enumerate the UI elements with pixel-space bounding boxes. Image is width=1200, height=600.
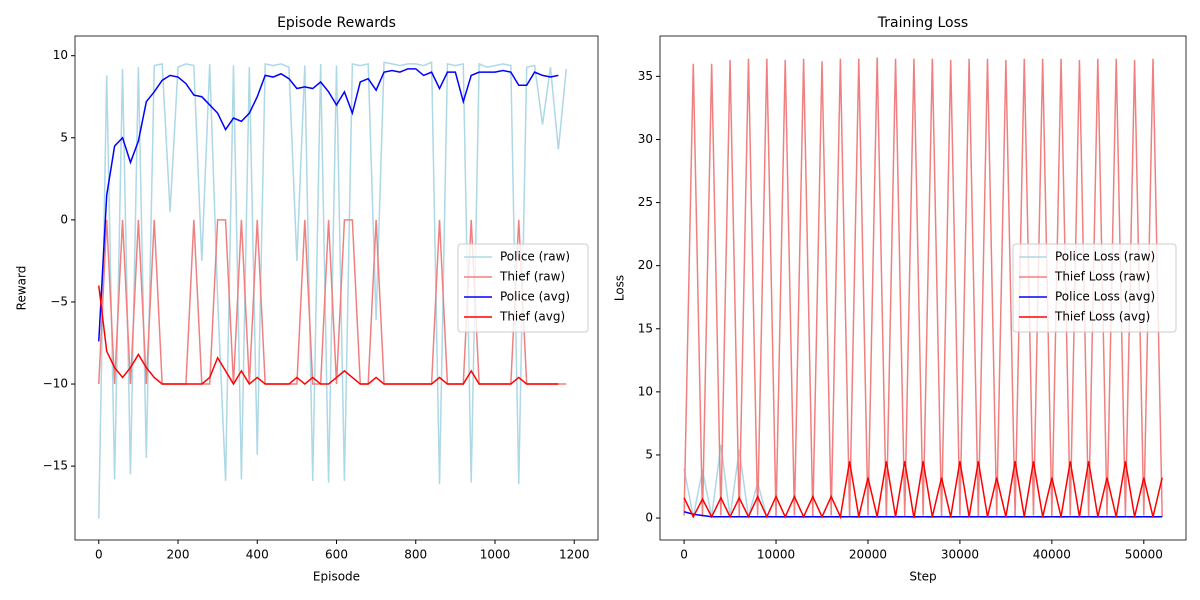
y-tick-label: 10 (638, 384, 653, 398)
legend-box (457, 243, 589, 333)
x-tick-label: 50000 (1125, 548, 1163, 562)
y-axis-label: Loss (613, 275, 627, 301)
x-tick-label: 30000 (941, 548, 979, 562)
legend-label: Police Loss (raw) (1055, 250, 1155, 264)
legend-label: Thief Loss (raw) (1054, 270, 1150, 284)
y-tick-label: 30 (638, 132, 653, 146)
legend-label: Thief Loss (avg) (1054, 310, 1150, 324)
series-line (683, 57, 1163, 517)
legend-label: Police (raw) (500, 250, 570, 264)
legend-label: Police Loss (avg) (1055, 290, 1155, 304)
legend-box (1012, 243, 1177, 333)
y-tick-label: −10 (43, 377, 68, 391)
x-tick-label: 800 (404, 548, 427, 562)
plot-frame (659, 35, 1187, 541)
legend-label: Thief (raw) (499, 270, 565, 284)
y-tick-label: 20 (638, 258, 653, 272)
series-line (683, 511, 1163, 518)
legend-label: Police (avg) (500, 290, 570, 304)
chart-title: Episode Rewards (277, 15, 396, 31)
series-line (683, 461, 1163, 520)
x-tick-label: 20000 (849, 548, 887, 562)
y-tick-label: 5 (60, 130, 68, 144)
y-tick-label: 10 (53, 48, 68, 62)
x-tick-label: 1200 (559, 548, 590, 562)
x-tick-label: 1000 (480, 548, 511, 562)
x-tick-label: 10000 (757, 548, 795, 562)
chart-title: Training Loss (877, 15, 968, 31)
x-tick-label: 400 (246, 548, 269, 562)
y-tick-label: 0 (60, 212, 68, 226)
x-tick-label: 0 (95, 548, 103, 562)
series-line (98, 68, 559, 342)
y-tick-label: 35 (638, 69, 653, 83)
plot-frame (74, 35, 599, 541)
y-tick-label: 15 (638, 321, 653, 335)
y-tick-label: −5 (50, 294, 68, 308)
y-axis-label: Reward (15, 266, 29, 311)
x-tick-label: 40000 (1033, 548, 1071, 562)
x-axis-label: Step (909, 570, 936, 584)
y-tick-label: 5 (645, 447, 653, 461)
x-tick-label: 600 (325, 548, 348, 562)
series-line (98, 285, 559, 386)
x-tick-label: 0 (680, 548, 688, 562)
x-tick-label: 200 (167, 548, 190, 562)
y-tick-label: 25 (638, 195, 653, 209)
y-tick-label: 0 (645, 511, 653, 525)
series-line (98, 61, 568, 519)
y-tick-label: −15 (43, 459, 68, 473)
legend-label: Thief (avg) (499, 310, 565, 324)
x-axis-label: Episode (313, 570, 360, 584)
